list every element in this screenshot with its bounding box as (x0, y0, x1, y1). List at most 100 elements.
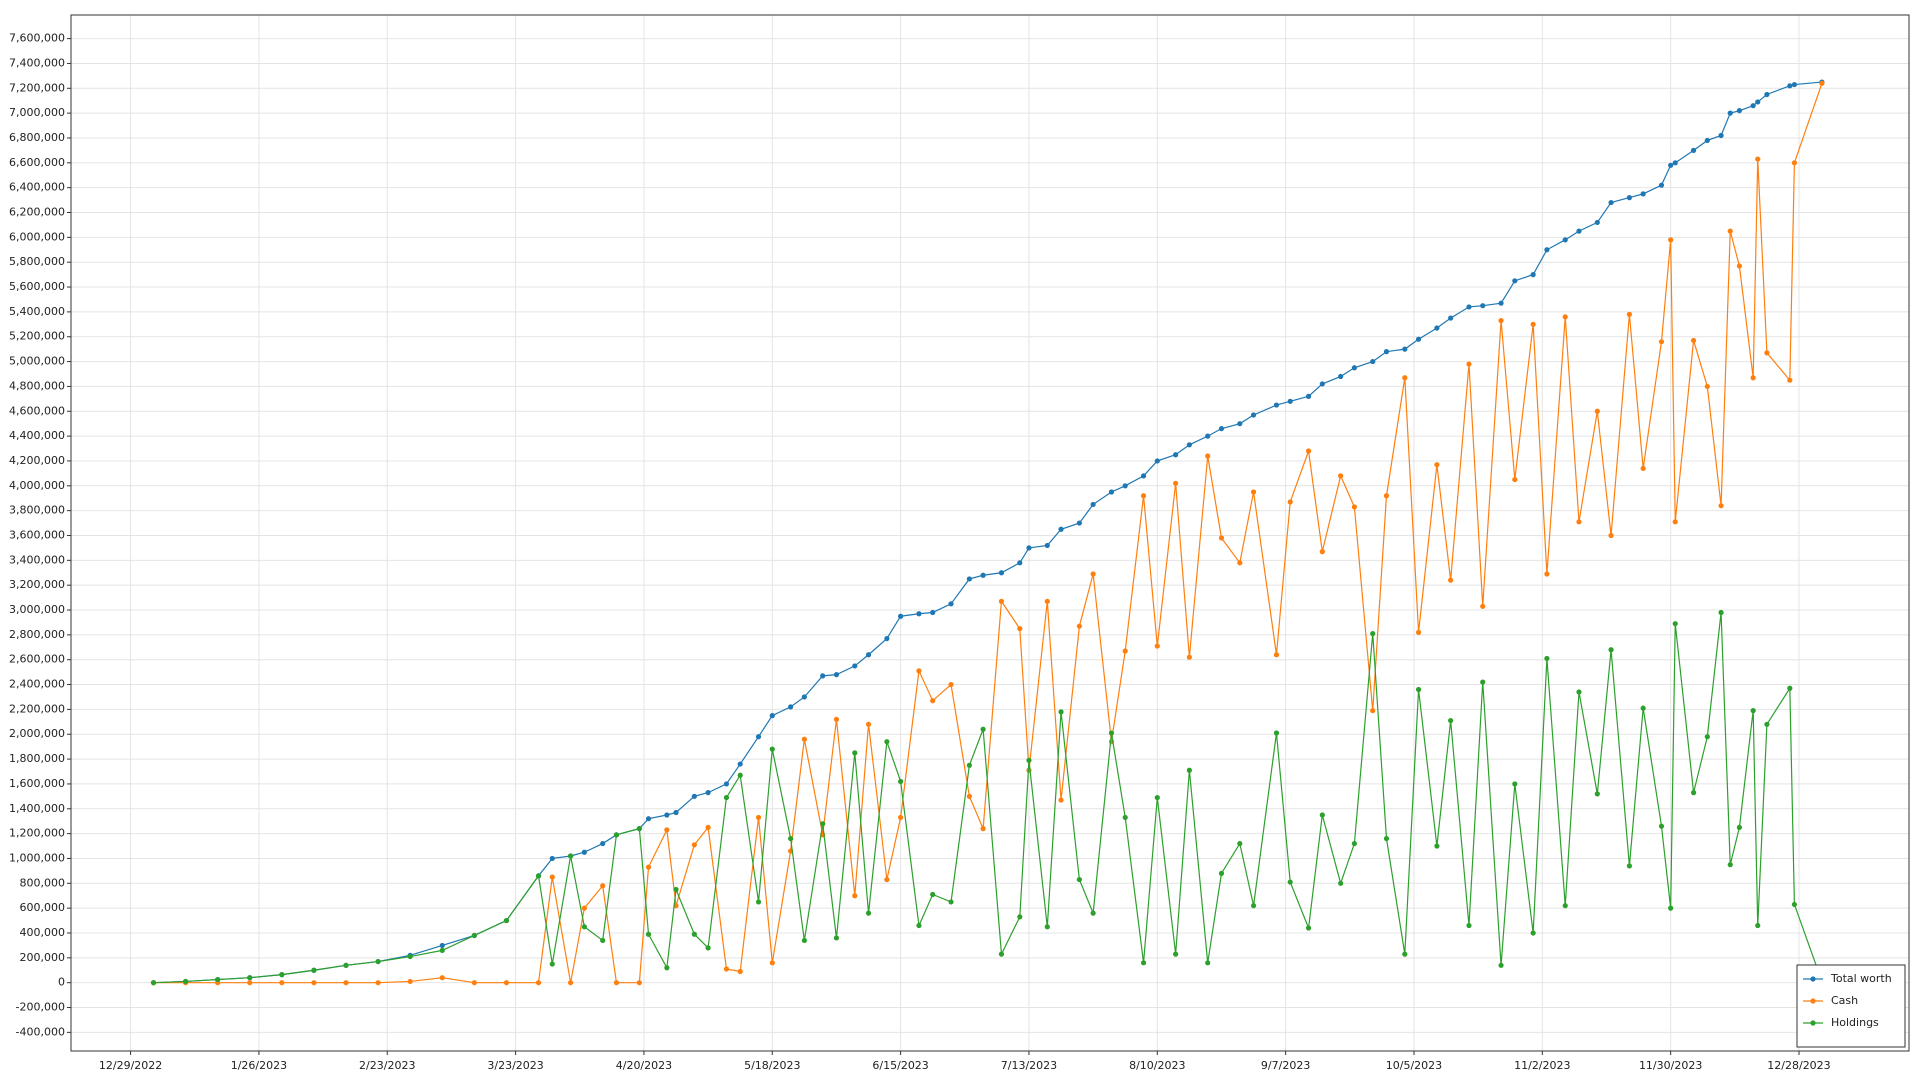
y-tick-label: 7,400,000 (9, 56, 65, 69)
series-line (153, 81, 1822, 984)
data-point (966, 793, 972, 799)
data-point (1819, 80, 1825, 86)
data-point (1672, 160, 1678, 166)
data-point (279, 980, 285, 986)
data-point (1626, 863, 1633, 869)
x-tick-label: 2/23/2023 (359, 1059, 415, 1072)
y-tick-label: 400,000 (20, 926, 66, 939)
data-point (568, 853, 574, 859)
data-point (1090, 910, 1096, 916)
data-point (1626, 311, 1633, 317)
data-point (769, 746, 775, 752)
data-point (930, 698, 936, 704)
data-point (820, 821, 826, 827)
data-point (1658, 339, 1665, 345)
data-point (1764, 91, 1770, 98)
data-point (1755, 156, 1761, 162)
data-point (1640, 705, 1646, 711)
data-point (1576, 228, 1582, 234)
x-tick-label: 11/2/2023 (1514, 1059, 1570, 1072)
data-point (1370, 708, 1376, 714)
data-point (549, 855, 555, 862)
data-point (852, 663, 858, 669)
data-point (1498, 300, 1504, 306)
y-tick-label: 6,600,000 (9, 156, 65, 169)
data-point (1287, 499, 1293, 505)
x-tick-label: 9/7/2023 (1261, 1059, 1310, 1072)
y-tick-label: 6,400,000 (9, 181, 65, 194)
x-tick-label: 5/18/2023 (744, 1059, 800, 1072)
data-point (1058, 797, 1064, 803)
data-point (852, 750, 858, 756)
y-tick-label: 5,200,000 (9, 330, 65, 343)
series-line (153, 612, 1823, 984)
data-point (1017, 560, 1023, 566)
y-tick-label: 2,400,000 (9, 678, 65, 691)
data-point (1044, 924, 1050, 930)
data-point (1704, 734, 1710, 740)
data-point (1658, 823, 1665, 829)
data-point (884, 739, 890, 745)
data-point (833, 672, 840, 678)
data-point (1287, 398, 1293, 404)
data-point (1594, 408, 1600, 414)
data-point (1727, 228, 1733, 234)
data-point (1480, 679, 1486, 685)
data-point (1090, 501, 1096, 508)
data-point (1186, 767, 1192, 773)
data-point (801, 694, 807, 700)
data-point (898, 613, 904, 619)
data-point (1690, 790, 1697, 796)
data-point (407, 953, 413, 960)
data-point (503, 917, 510, 924)
y-tick-label: -200,000 (16, 1001, 65, 1014)
x-tick-label: 12/28/2023 (1767, 1059, 1830, 1072)
data-point (439, 942, 445, 949)
x-tick-label: 3/23/2023 (487, 1059, 543, 1072)
data-point (439, 975, 445, 981)
data-point (182, 978, 189, 985)
data-point (1273, 402, 1280, 408)
data-point (1562, 314, 1568, 320)
data-point (311, 967, 317, 973)
series-line (153, 83, 1823, 984)
y-tick-label: 600,000 (20, 901, 66, 914)
data-point (1218, 426, 1225, 432)
y-tick-label: 4,200,000 (9, 454, 65, 467)
data-point (1690, 147, 1697, 154)
data-point (645, 816, 652, 822)
data-point (1140, 493, 1147, 499)
data-point (535, 873, 542, 879)
data-point (1305, 448, 1312, 454)
data-point (1764, 721, 1770, 727)
data-point (1154, 643, 1160, 649)
data-point (1480, 603, 1486, 609)
data-point (1576, 689, 1582, 695)
data-point (1154, 794, 1160, 801)
data-point (1017, 626, 1023, 632)
data-point (343, 962, 349, 968)
data-point (755, 734, 762, 740)
x-tick-label: 6/15/2023 (872, 1059, 928, 1072)
data-point (1530, 272, 1536, 278)
data-point (1076, 520, 1082, 526)
data-point (1383, 349, 1390, 355)
data-point (966, 576, 972, 582)
data-point (1466, 922, 1472, 929)
data-point (1076, 623, 1082, 629)
data-point (948, 681, 954, 688)
y-tick-label: 5,400,000 (9, 305, 65, 318)
data-point (852, 893, 858, 899)
data-point (613, 980, 620, 986)
legend-marker (1810, 1020, 1816, 1026)
x-tick-label: 7/13/2023 (1001, 1059, 1057, 1072)
data-point (737, 968, 743, 975)
data-point (1044, 542, 1050, 549)
data-point (998, 598, 1005, 604)
data-point (1186, 442, 1192, 448)
data-point (801, 736, 807, 742)
data-point (1338, 880, 1344, 886)
data-point (980, 572, 986, 578)
data-point (1668, 237, 1674, 243)
data-point (1351, 504, 1357, 510)
